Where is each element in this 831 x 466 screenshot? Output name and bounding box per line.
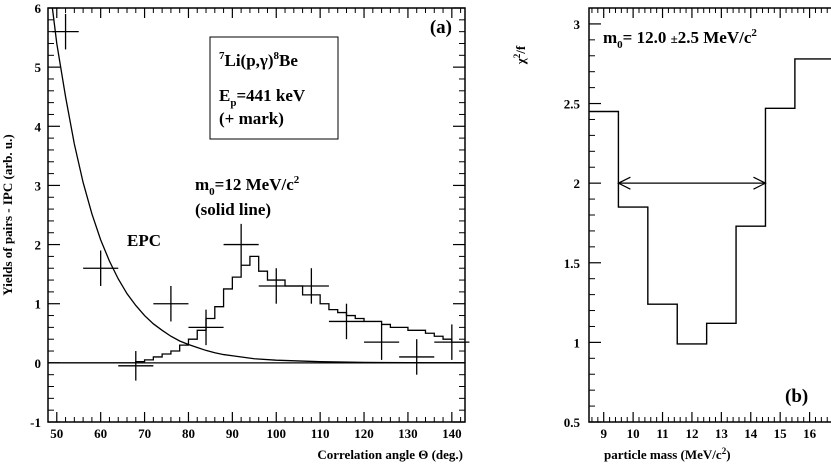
panel-b-x-axis-title: particle mass (MeV/c2) bbox=[604, 446, 731, 462]
x-tick-label: 80 bbox=[182, 426, 195, 441]
y-tick-label: 1.5 bbox=[564, 256, 581, 271]
x-tick-label: 11 bbox=[656, 426, 668, 441]
data-point bbox=[399, 339, 435, 375]
reaction-box bbox=[209, 36, 339, 140]
data-point bbox=[153, 285, 189, 322]
x-tick-label: 120 bbox=[354, 426, 374, 441]
ep-rest: =441 keV bbox=[236, 86, 305, 105]
panel-a-y-axis-title: Yields of pairs - IPC (arb. u.) bbox=[0, 134, 15, 295]
y-tick-label: 0 bbox=[35, 356, 42, 371]
y-tick-label: 6 bbox=[35, 1, 42, 16]
ep-main: E bbox=[219, 86, 230, 105]
data-point bbox=[293, 268, 329, 304]
x-tick-label: 13 bbox=[715, 426, 729, 441]
x-tick-label: 90 bbox=[226, 426, 239, 441]
mass-axis-sup: 2 bbox=[722, 446, 727, 456]
y-tick-label: 0.5 bbox=[564, 415, 581, 430]
x-tick-label: 130 bbox=[398, 426, 418, 441]
chi-sup: 2 bbox=[512, 53, 522, 58]
x-tick-label: 15 bbox=[774, 426, 788, 441]
data-point bbox=[52, 13, 79, 50]
panel-b: 9 10 11 12 13 14 15 160.511.522.53 χ2/f particl… bbox=[512, 7, 831, 462]
data-point bbox=[118, 351, 154, 381]
x-tick-label: 12 bbox=[685, 426, 698, 441]
x-tick-label: 14 bbox=[744, 426, 758, 441]
result-rest: = 12.0 bbox=[623, 28, 671, 47]
x-tick-label: 9 bbox=[600, 426, 607, 441]
y-tick-label: 5 bbox=[35, 60, 42, 75]
data-point bbox=[434, 324, 470, 360]
panel-b-ticks bbox=[589, 8, 828, 423]
data-point bbox=[258, 268, 294, 304]
m0-main: m bbox=[195, 175, 209, 194]
y-tick-label: 1 bbox=[35, 297, 42, 312]
x-tick-label: 10 bbox=[627, 426, 640, 441]
mark-label: (+ mark) bbox=[219, 109, 284, 128]
y-tick-label: 2 bbox=[35, 238, 42, 253]
panel-a-label: (a) bbox=[430, 17, 452, 38]
mass-label: m0=12 MeV/c2 bbox=[195, 174, 300, 198]
result-val: 2.5 MeV/c bbox=[678, 28, 752, 47]
chi2-step bbox=[589, 58, 831, 345]
x-tick-label: 50 bbox=[50, 426, 63, 441]
mass-result-label: m0= 12.0 ±2.5 MeV/c2 bbox=[603, 27, 757, 51]
result-main: m bbox=[603, 28, 617, 47]
data-point bbox=[188, 309, 224, 346]
solid-line-label: (solid line) bbox=[195, 200, 271, 219]
interval-arrow-head-right bbox=[753, 176, 767, 190]
reaction-label: 7Li(p,γ)8Be bbox=[219, 50, 298, 70]
mass-axis-end: ) bbox=[726, 447, 730, 462]
panel-a-x-axis-title: Correlation angle Θ (deg.) bbox=[317, 447, 463, 462]
panel-b-plot-area bbox=[589, 58, 831, 345]
panel-a-plot-area bbox=[48, 7, 470, 381]
reaction-end: Be bbox=[279, 51, 298, 70]
chi-rest: /f bbox=[513, 45, 528, 55]
mass-axis-main: particle mass (MeV/c bbox=[604, 447, 722, 462]
result-sub: 0 bbox=[617, 39, 623, 51]
interval-arrow-head-left bbox=[617, 176, 631, 190]
reaction-sup-7: 7 bbox=[219, 50, 225, 62]
data-point bbox=[83, 250, 119, 286]
y-tick-label: 3 bbox=[35, 178, 42, 193]
epc-label: EPC bbox=[127, 231, 161, 250]
m0-rest: =12 MeV/c bbox=[215, 175, 295, 194]
x-tick-label: 70 bbox=[138, 426, 151, 441]
y-tick-label: 3 bbox=[574, 17, 581, 32]
reaction-sup-8: 8 bbox=[274, 50, 280, 62]
panel-b-tick-labels: 9 10 11 12 13 14 15 16 0.5 1 1.5 2 2.5 3 bbox=[564, 17, 817, 441]
x-tick-label: 16 bbox=[803, 426, 817, 441]
x-tick-label: 110 bbox=[311, 426, 330, 441]
y-tick-label: 2 bbox=[574, 176, 581, 191]
x-tick-label: 60 bbox=[94, 426, 107, 441]
chi-main: χ bbox=[513, 57, 528, 65]
m0-sub: 0 bbox=[209, 186, 215, 198]
y-tick-label: -1 bbox=[30, 415, 41, 430]
panel-b-label: (b) bbox=[785, 386, 808, 407]
x-tick-label: 100 bbox=[267, 426, 287, 441]
data-point bbox=[364, 324, 400, 360]
m0-sup: 2 bbox=[294, 174, 300, 186]
panel-a-ticks bbox=[48, 7, 465, 423]
beam-energy-label: Ep=441 keV bbox=[219, 86, 306, 109]
y-tick-label: 4 bbox=[35, 119, 42, 134]
data-point bbox=[223, 223, 259, 266]
panel-b-y-axis-title: χ2/f bbox=[512, 45, 528, 65]
reaction-mid: Li(p,γ) bbox=[225, 51, 274, 70]
result-sup: 2 bbox=[751, 27, 757, 39]
result-pm: ± bbox=[671, 31, 678, 46]
epc-curve bbox=[51, 7, 466, 364]
y-tick-label: 1 bbox=[574, 335, 581, 350]
ep-sub: p bbox=[230, 97, 236, 109]
panel-a-frame bbox=[47, 7, 466, 423]
data-point bbox=[328, 303, 365, 340]
y-tick-label: 2.5 bbox=[564, 97, 581, 112]
x-tick-label: 140 bbox=[442, 426, 462, 441]
signal-histogram bbox=[48, 255, 465, 364]
